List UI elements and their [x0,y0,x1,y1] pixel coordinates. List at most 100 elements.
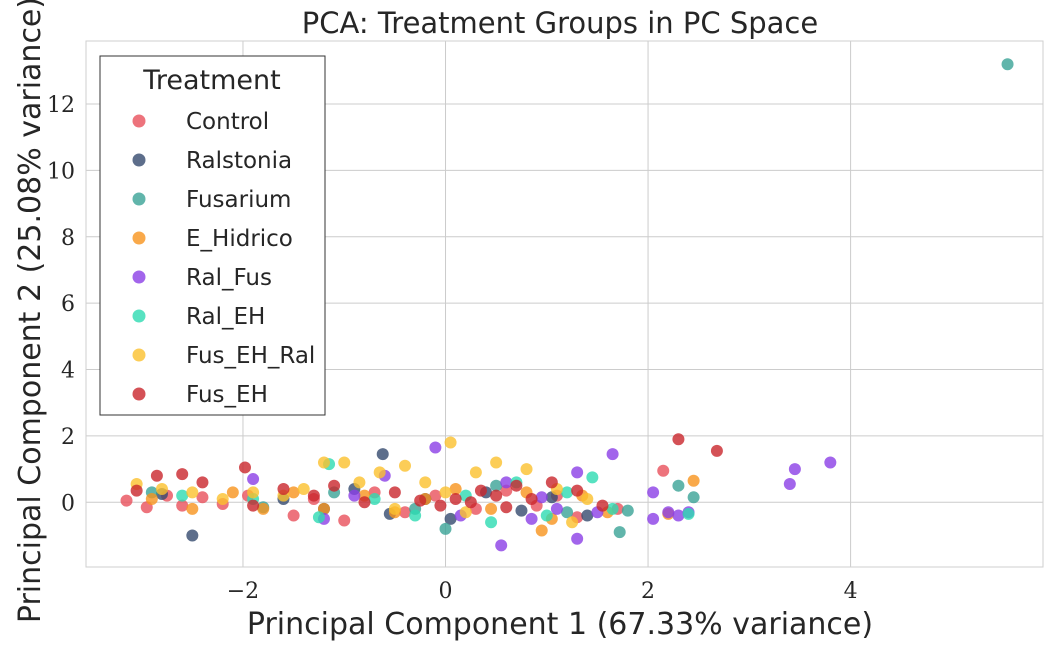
data-point [581,492,594,505]
data-point [490,489,503,502]
legend-label: Fus_EH [186,382,268,408]
data-point [176,499,189,512]
data-point [353,476,366,489]
data-point [196,476,209,489]
data-point [687,474,700,487]
legend-label: Control [186,109,269,135]
data-point [535,524,548,537]
data-point [186,486,199,499]
data-point [474,484,487,497]
data-point [540,509,553,522]
legend-label: Fus_EH_Ral [186,343,315,369]
data-point [150,469,163,482]
points-layer [120,58,1014,552]
data-point [439,486,452,499]
data-point [429,441,442,454]
data-point [613,526,626,539]
data-point [469,466,482,479]
data-point [338,456,351,469]
y-tick-label: 12 [47,93,75,118]
data-point [216,492,229,505]
data-point [368,492,381,505]
data-point [606,448,619,461]
data-point [459,506,472,519]
data-point [388,486,401,499]
data-point [226,486,239,499]
legend-marker [132,114,146,128]
data-point [257,502,270,515]
x-tick-label: 4 [844,579,858,604]
x-axis-title: Principal Component 1 (67.33% variance) [247,607,873,642]
legend-label: Ral_EH [186,304,265,330]
data-point [449,492,462,505]
legend-marker [132,231,146,245]
data-point [571,532,584,545]
legend-label: Ral_Fus [186,265,272,291]
data-point [130,484,143,497]
y-tick-label: 2 [61,425,75,450]
data-point [1001,58,1014,71]
data-point [434,499,447,512]
legend-marker [132,309,146,323]
y-tick-label: 0 [61,491,75,516]
data-point [388,502,401,515]
data-point [500,484,513,497]
data-point [525,492,538,505]
data-point [439,522,452,535]
data-point [515,504,528,517]
legend-marker [132,270,146,284]
data-point [277,483,290,496]
data-point [247,499,260,512]
data-point [672,433,685,446]
data-point [247,473,260,486]
data-point [297,483,310,496]
data-point [444,436,457,449]
data-point [550,502,563,515]
data-point [338,514,351,527]
data-point [414,494,427,507]
data-point [376,448,389,461]
legend-label: Fusarium [186,187,291,213]
x-tick-label: −2 [227,579,259,604]
data-point [409,509,422,522]
data-point [155,483,168,496]
data-point [535,491,548,504]
data-point [186,529,199,542]
data-point [510,479,523,492]
data-point [399,459,411,472]
data-point [710,444,723,457]
data-point [621,504,634,517]
data-point [485,516,498,529]
data-point [606,502,619,515]
series-fus-eh [130,433,723,514]
data-point [247,486,260,499]
data-point [328,479,341,492]
legend-title: Treatment [142,65,280,96]
data-point [647,486,660,499]
data-point [561,486,574,499]
data-point [566,516,579,529]
data-point [490,479,503,492]
data-point [399,506,411,519]
data-point [824,456,837,469]
data-point [120,494,133,507]
data-point [500,501,513,514]
ticks-layer: −2 0 2 4 0 2 4 6 8 10 12 [47,93,858,604]
data-point [672,479,685,492]
data-point [373,466,386,479]
data-point [419,476,432,489]
legend-marker [132,192,146,206]
data-point [525,512,538,525]
data-point [788,463,801,476]
legend-label: E_Hidrico [186,226,293,252]
data-point [176,468,189,481]
data-point [520,463,533,476]
data-point [196,491,209,504]
data-point [312,511,325,524]
x-tick-label: 2 [641,579,655,604]
data-point [687,491,700,504]
y-axis-title: Principal Component 2 (25.08% variance) [13,0,48,623]
data-point [545,476,558,489]
